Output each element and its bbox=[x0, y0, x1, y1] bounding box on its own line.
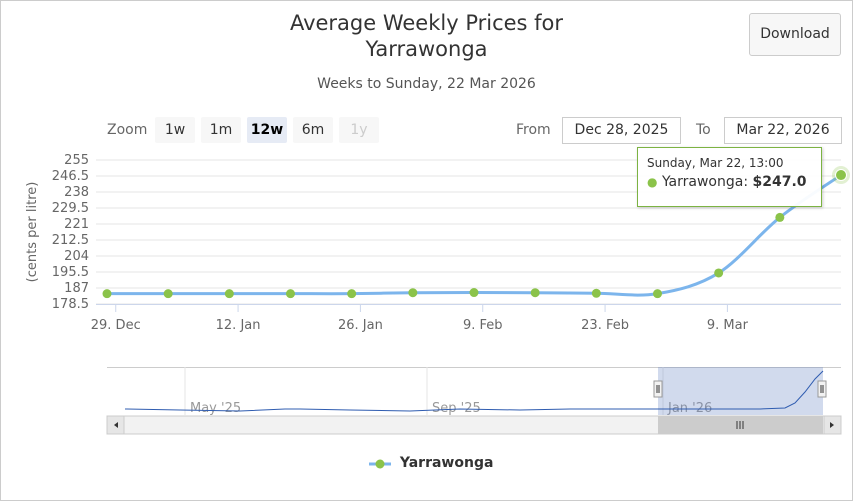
data-point[interactable] bbox=[653, 289, 662, 299]
data-point[interactable] bbox=[714, 268, 724, 278]
navigator-left-handle[interactable] bbox=[653, 380, 663, 398]
data-point[interactable] bbox=[102, 289, 112, 299]
x-tick-label: 23. Feb bbox=[581, 318, 629, 333]
y-tick-label: 187 bbox=[64, 281, 89, 296]
data-point[interactable] bbox=[347, 289, 357, 299]
chart-subtitle: Weeks to Sunday, 22 Mar 2026 bbox=[317, 76, 536, 92]
x-tick-label: 9. Mar bbox=[707, 318, 749, 333]
chart-title-line2: Yarrawonga bbox=[365, 37, 488, 61]
range-from-label: From bbox=[516, 122, 551, 138]
y-tick-label: 221 bbox=[64, 217, 89, 232]
y-tick-label: 212.5 bbox=[52, 233, 89, 248]
data-point[interactable] bbox=[530, 288, 540, 298]
range-from-input[interactable]: Dec 28, 2025 bbox=[562, 117, 681, 144]
y-tick-label: 229.5 bbox=[52, 201, 89, 216]
data-point[interactable] bbox=[469, 288, 479, 298]
tooltip-series-dot-icon: ● bbox=[647, 175, 658, 189]
tooltip-value: $247.0 bbox=[752, 174, 807, 190]
tooltip-body: ● Yarrawonga: $247.0 bbox=[647, 174, 807, 190]
zoom-1m-button[interactable]: 1m bbox=[201, 117, 241, 143]
legend[interactable] bbox=[369, 459, 391, 469]
navigator-label: May '25 bbox=[190, 401, 241, 416]
chart-title-line1: Average Weekly Prices for bbox=[289, 11, 564, 35]
tooltip: Sunday, Mar 22, 13:00 ● Yarrawonga: $247… bbox=[637, 147, 822, 207]
data-point[interactable] bbox=[224, 289, 234, 299]
y-tick-label: 246.5 bbox=[52, 169, 89, 184]
navigator-scrollbar[interactable] bbox=[106, 415, 842, 435]
navigator-right-handle[interactable] bbox=[817, 380, 827, 398]
series-yarrawonga bbox=[102, 166, 850, 299]
navigator-selection[interactable] bbox=[658, 367, 823, 415]
zoom-1y-button[interactable]: 1y bbox=[339, 117, 379, 143]
x-tick-label: 26. Jan bbox=[338, 318, 383, 333]
data-point[interactable] bbox=[835, 169, 847, 182]
tooltip-header: Sunday, Mar 22, 13:00 bbox=[647, 156, 784, 170]
data-point[interactable] bbox=[408, 288, 418, 298]
x-tick-label: 9. Feb bbox=[463, 318, 503, 333]
tooltip-series-name: Yarrawonga bbox=[661, 174, 744, 190]
y-tick-label: 238 bbox=[64, 185, 89, 200]
y-tick-label: 195.5 bbox=[52, 265, 89, 280]
y-tick-label: 204 bbox=[64, 249, 89, 264]
y-axis-label: (cents per litre) bbox=[25, 182, 40, 283]
data-point[interactable] bbox=[286, 289, 295, 299]
chevron-right-icon bbox=[830, 422, 834, 428]
download-button[interactable]: Download bbox=[749, 13, 841, 56]
zoom-label: Zoom bbox=[107, 122, 148, 138]
x-tick-label: 12. Jan bbox=[216, 318, 261, 333]
y-tick-label: 255 bbox=[64, 153, 89, 168]
data-point[interactable] bbox=[591, 288, 601, 298]
range-to-label: To bbox=[696, 122, 711, 138]
zoom-12w-button[interactable]: 12w bbox=[247, 117, 287, 143]
chevron-left-icon bbox=[114, 422, 118, 428]
x-tick-label: 29. Dec bbox=[91, 318, 141, 333]
data-point[interactable] bbox=[163, 289, 173, 299]
x-axis-ticks: 29. Dec 12. Jan 26. Jan 9. Feb 23. Feb 9. Mar bbox=[91, 304, 749, 333]
range-to-input[interactable]: Mar 22, 2026 bbox=[724, 117, 842, 144]
zoom-6m-button[interactable]: 6m bbox=[293, 117, 333, 143]
data-point[interactable] bbox=[775, 212, 785, 222]
y-tick-label: 178.5 bbox=[52, 297, 89, 312]
navigator-series-line bbox=[124, 370, 824, 412]
navigator-label: Sep '25 bbox=[432, 401, 481, 416]
legend-item-yarrawonga[interactable]: Yarrawonga bbox=[369, 455, 494, 471]
legend-marker bbox=[375, 459, 385, 469]
legend-label: Yarrawonga bbox=[399, 455, 494, 471]
zoom-1w-button[interactable]: 1w bbox=[155, 117, 195, 143]
navigator-bg bbox=[107, 367, 841, 415]
